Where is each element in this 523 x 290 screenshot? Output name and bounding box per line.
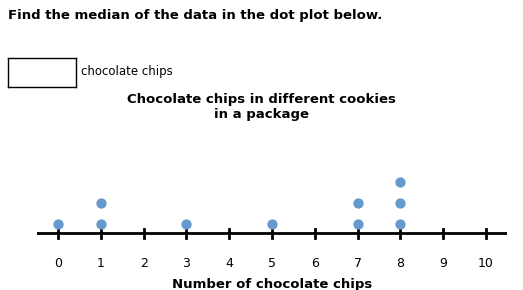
Text: Chocolate chips in different cookies
in a package: Chocolate chips in different cookies in … (127, 93, 396, 121)
Point (97, 222, 105, 226)
Text: chocolate chips: chocolate chips (81, 65, 173, 77)
Point (396, 180, 404, 184)
Point (354, 222, 362, 226)
Point (354, 201, 362, 206)
X-axis label: Number of chocolate chips: Number of chocolate chips (172, 278, 372, 290)
Point (54, 222, 62, 226)
Point (182, 222, 190, 226)
Point (396, 201, 404, 206)
Point (268, 222, 276, 226)
Point (97, 201, 105, 206)
Point (396, 222, 404, 226)
Text: Find the median of the data in the dot plot below.: Find the median of the data in the dot p… (8, 9, 382, 22)
